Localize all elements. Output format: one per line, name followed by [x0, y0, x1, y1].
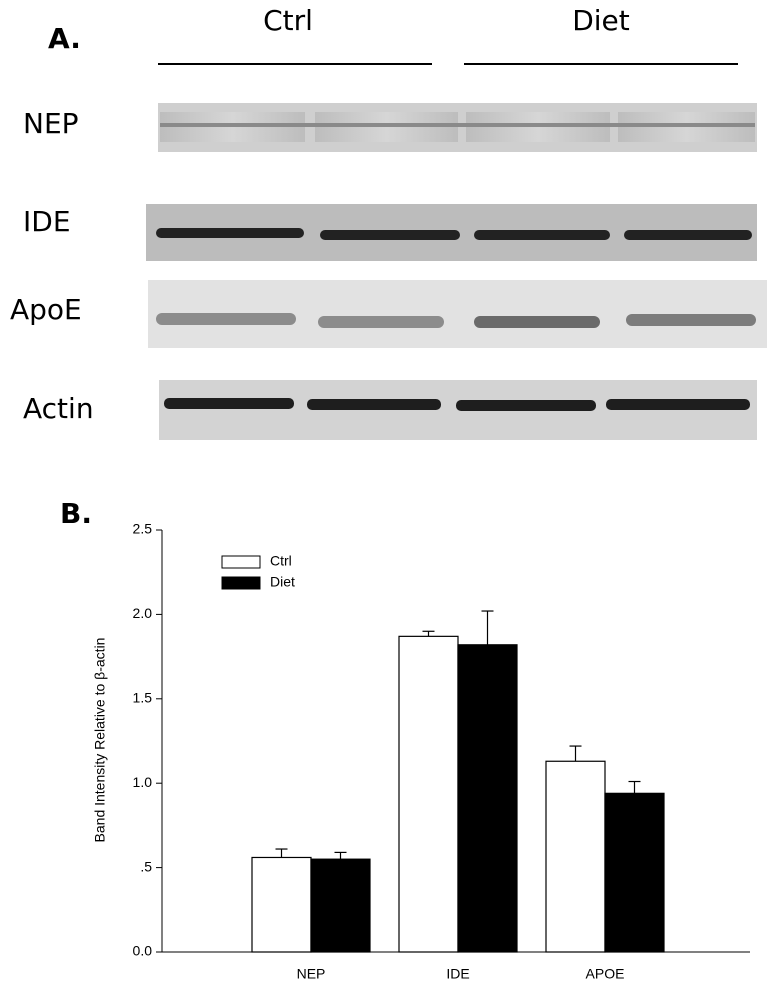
- x-tick-label: APOE: [586, 966, 625, 982]
- panel-label: A.: [48, 22, 81, 55]
- bar: [545, 760, 606, 953]
- group-label: Diet: [572, 4, 630, 37]
- y-tick-label: .5: [140, 858, 152, 874]
- x-tick-label: IDE: [446, 966, 469, 982]
- legend-label: Ctrl: [270, 553, 292, 569]
- row-label: IDE: [23, 205, 71, 238]
- legend-swatch: [221, 555, 261, 569]
- group-label: Ctrl: [263, 4, 313, 37]
- y-tick-label: 1.5: [133, 690, 153, 706]
- y-tick-label: 2.0: [133, 605, 153, 621]
- bar: [457, 644, 518, 953]
- y-axis-label: Band Intensity Relative to β-actin: [92, 638, 108, 843]
- bar: [604, 792, 665, 953]
- legend-swatch: [221, 576, 261, 590]
- row-label: ApoE: [10, 293, 82, 326]
- row-label: NEP: [23, 107, 79, 140]
- bar: [310, 858, 371, 953]
- blot-actin: [159, 380, 757, 440]
- x-tick-label: NEP: [297, 966, 326, 982]
- y-tick-label: 1.0: [133, 774, 153, 790]
- legend-label: Diet: [270, 574, 295, 590]
- panel-label: B.: [60, 497, 92, 530]
- blot-nep: [158, 103, 757, 152]
- y-tick-label: 2.5: [133, 521, 153, 537]
- blot-apoe: [148, 280, 767, 348]
- y-tick-label: 0.0: [133, 943, 153, 959]
- bar: [251, 856, 312, 953]
- row-label: Actin: [23, 392, 94, 425]
- blot-ide: [146, 204, 757, 261]
- bar: [398, 635, 459, 953]
